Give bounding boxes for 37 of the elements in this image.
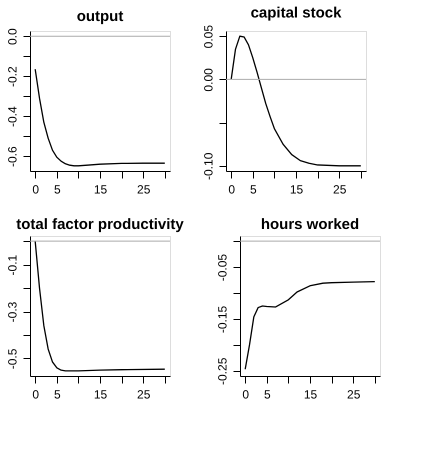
y-tick-label: -0.5 xyxy=(6,348,20,370)
y-tick-label: -0.10 xyxy=(202,152,216,180)
x-tick-label: 15 xyxy=(304,388,318,402)
x-tick-label: 15 xyxy=(94,388,108,402)
chart-title: hours worked xyxy=(260,216,360,233)
x-tick-label: 5 xyxy=(54,182,61,196)
chart-title: capital stock xyxy=(250,4,342,22)
y-tick-label: 0.00 xyxy=(202,68,216,92)
x-tick-label: 15 xyxy=(94,182,108,196)
y-tick-label: -0.25 xyxy=(216,357,230,385)
x-tick-label: 0 xyxy=(228,182,236,196)
x-tick-label: 5 xyxy=(250,182,257,196)
y-tick-label: -0.15 xyxy=(216,305,230,334)
x-tick-label: 0 xyxy=(32,388,40,402)
y-tick-label: -0.4 xyxy=(6,106,20,128)
y-tick-label: -0.05 xyxy=(216,254,230,282)
chart-title: total factor productivity xyxy=(16,216,184,233)
y-tick-label: -0.3 xyxy=(6,301,20,322)
x-tick-label: 25 xyxy=(333,182,347,196)
x-tick-label: 5 xyxy=(264,388,271,402)
x-tick-label: 15 xyxy=(290,182,304,196)
x-tick-label: 0 xyxy=(32,182,40,196)
x-tick-label: 5 xyxy=(54,388,61,402)
x-tick-label: 25 xyxy=(347,388,361,402)
y-tick-label: -0.2 xyxy=(6,66,20,88)
line-series xyxy=(34,68,166,166)
line-series xyxy=(34,240,166,372)
y-tick-label: 0.05 xyxy=(202,24,216,48)
y-tick-label: -0.6 xyxy=(6,146,20,168)
y-tick-label: -0.1 xyxy=(6,254,20,276)
chart-title: output xyxy=(76,8,124,25)
x-tick-label: 25 xyxy=(137,182,151,196)
y-tick-label: 0.0 xyxy=(6,28,20,46)
line-series xyxy=(230,36,362,166)
line-series xyxy=(244,280,376,370)
x-tick-label: 25 xyxy=(137,388,151,402)
x-tick-label: 0 xyxy=(242,388,250,402)
